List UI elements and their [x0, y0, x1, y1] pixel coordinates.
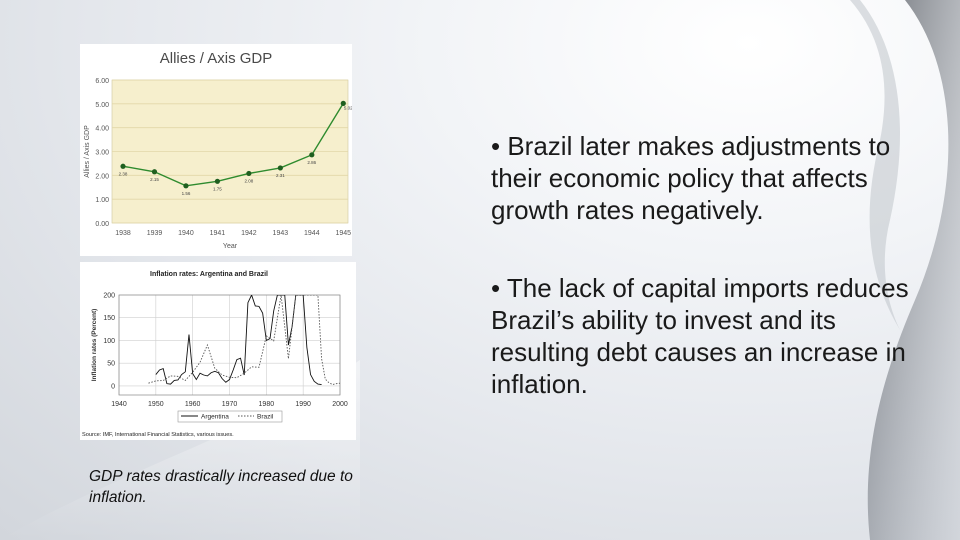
gdp-data-label: 2.38 [119, 171, 128, 176]
gdp-y-tick-label: 3.00 [95, 150, 109, 157]
gdp-data-label: 5.02 [344, 105, 352, 110]
gdp-data-label: 2.15 [150, 177, 159, 182]
inflation-series-brazil [148, 295, 340, 386]
gdp-x-tick-label: 1942 [241, 230, 257, 237]
bullet-item-policy: • Brazil later makes adjustments to thei… [491, 131, 891, 225]
gdp-data-point [246, 170, 252, 177]
gdp-data-label: 2.08 [244, 178, 253, 183]
gdp-x-tick-label: 1945 [335, 230, 351, 237]
inflation-x-tick-label: 2000 [332, 401, 348, 408]
gdp-x-tick-label: 1941 [210, 230, 226, 237]
gdp-data-label: 2.86 [307, 160, 316, 165]
inflation-legend-label: Brazil [257, 414, 274, 421]
inflation-x-tick-label: 1940 [111, 401, 127, 408]
inflation-source-note: Source: IMF, International Financial Sta… [82, 432, 234, 438]
gdp-data-point [309, 152, 315, 158]
gdp-data-point [120, 163, 126, 169]
gdp-series-line [122, 102, 344, 187]
gdp-x-axis-label: Year [223, 243, 238, 250]
gdp-data-point [277, 165, 283, 171]
inflation-x-tick-label: 1990 [295, 401, 311, 408]
gdp-x-tick-label: 1938 [115, 230, 131, 237]
gdp-y-tick-label: 1.00 [95, 197, 109, 204]
gdp-y-tick-label: 4.00 [95, 126, 109, 133]
inflation-legend [177, 410, 283, 423]
gdp-chart-title: Allies / Axis GDP [159, 50, 273, 67]
gdp-data-label: 1.75 [213, 186, 222, 191]
inflation-series-argentina [155, 295, 322, 385]
gdp-x-tick-label: 1943 [273, 230, 289, 237]
gdp-data-point [340, 100, 346, 106]
chart-caption: GDP rates drastically increased due to i… [89, 468, 353, 506]
gdp-data-point [151, 169, 158, 175]
inflation-x-tick-label: 1950 [148, 401, 164, 408]
bullet-list: • Brazil later makes adjustments to thei… [491, 130, 911, 400]
gdp-x-tick-label: 1944 [304, 230, 320, 237]
inflation-y-tick-label: 0 [111, 383, 115, 390]
inflation-y-tick-label: 100 [103, 338, 115, 345]
gdp-data-label: 2.31 [276, 173, 285, 178]
inflation-y-tick-label: 150 [103, 315, 115, 322]
gdp-y-axis-label: Allies / Axis GDP [84, 125, 91, 178]
inflation-chart: Inflation rates: Argentina and Brazil 0 50… [80, 262, 356, 440]
inflation-chart-plot: Inflation rates: Argentina and Brazil 0 50… [82, 271, 348, 438]
inflation-chart-title: Inflation rates: Argentina and Brazil [150, 271, 268, 278]
inflation-legend-label: Argentina [201, 414, 229, 421]
gdp-chart: Allies / Axis GDP 6.00 5.00 4.00 3.00 2.00 1.… [80, 44, 352, 256]
gdp-data-label: 1.56 [182, 191, 191, 196]
gdp-y-tick-label: 2.00 [95, 173, 109, 180]
inflation-y-tick-label: 200 [103, 293, 115, 300]
gdp-data-point [183, 183, 189, 189]
gdp-x-tick-label: 1939 [147, 230, 163, 237]
inflation-plot-frame [118, 294, 341, 396]
bullet-item-capital: • The lack of capital imports reduces Br… [491, 273, 909, 399]
inflation-y-tick-label: 50 [107, 361, 115, 368]
gdp-x-tick-label: 1940 [178, 230, 194, 237]
inflation-x-tick-label: 1970 [222, 401, 238, 408]
gdp-data-point [214, 178, 221, 184]
gdp-y-tick-label: 6.00 [95, 78, 109, 85]
inflation-y-axis-label: Inflation rates (Percent) [91, 309, 98, 382]
inflation-x-tick-label: 1980 [259, 401, 275, 408]
inflation-x-tick-label: 1960 [185, 401, 201, 408]
gdp-y-tick-label: 5.00 [95, 102, 109, 109]
gdp-chart-plot: 6.00 5.00 4.00 3.00 2.00 1.00 0.00 1938 1939 1940… [84, 78, 352, 250]
gdp-y-tick-label: 0.00 [95, 221, 109, 228]
